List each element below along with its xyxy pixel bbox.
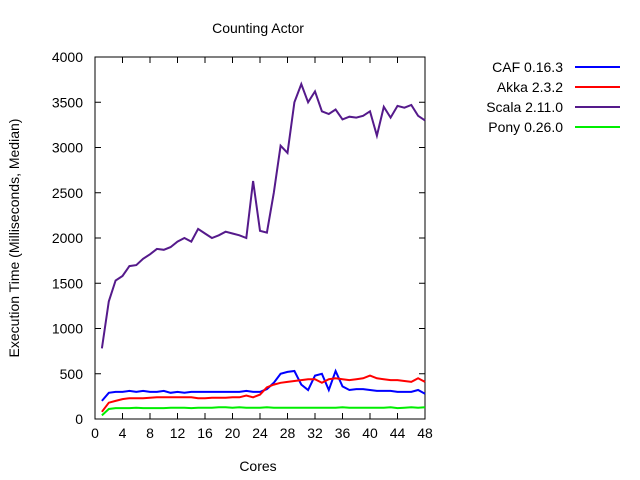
y-tick-label: 2000 (52, 230, 83, 246)
x-tick-label: 8 (146, 425, 154, 441)
y-tick-label: 3500 (52, 94, 83, 110)
x-tick-label: 36 (335, 425, 351, 441)
series-line-scala (100, 81, 426, 349)
x-tick-label: 44 (390, 425, 406, 441)
legend-label: CAF 0.16.3 (492, 59, 563, 75)
y-tick-label: 0 (75, 411, 83, 427)
x-tick-label: 32 (307, 425, 323, 441)
x-tick-label: 28 (280, 425, 296, 441)
y-tick-label: 1000 (52, 321, 83, 337)
y-axis-label: Execution Time (Milliseconds, Median) (6, 119, 22, 358)
y-tick-label: 500 (60, 366, 84, 382)
y-tick-label: 1500 (52, 275, 83, 291)
legend-label: Scala 2.11.0 (486, 99, 563, 115)
x-tick-label: 12 (170, 425, 186, 441)
x-axis-label: Cores (239, 458, 276, 474)
series-line-akka (101, 374, 426, 413)
x-tick-label: 4 (119, 425, 127, 441)
x-tick-label: 24 (252, 425, 268, 441)
x-tick-label: 16 (197, 425, 213, 441)
legend-label: Pony 0.26.0 (488, 119, 563, 135)
series-line-caf (101, 368, 426, 402)
y-tick-label: 3000 (52, 140, 83, 156)
plot-frame (94, 56, 426, 420)
y-tick-label: 4000 (52, 49, 83, 65)
x-tick-label: 20 (225, 425, 241, 441)
series-line-pony (101, 406, 426, 417)
chart-title: Counting Actor (212, 20, 304, 36)
x-tick-label: 0 (91, 425, 99, 441)
x-tick-label: 48 (417, 425, 433, 441)
y-tick-label: 2500 (52, 185, 83, 201)
legend-label: Akka 2.3.2 (497, 79, 563, 95)
x-tick-label: 40 (362, 425, 378, 441)
